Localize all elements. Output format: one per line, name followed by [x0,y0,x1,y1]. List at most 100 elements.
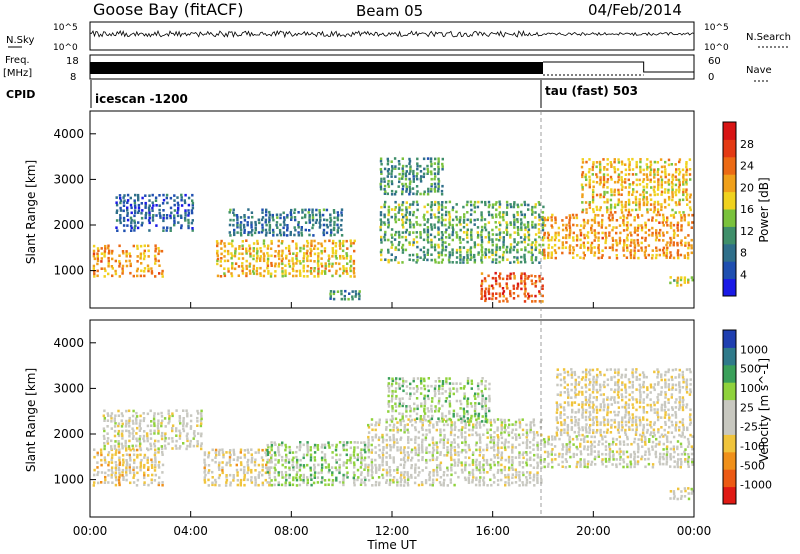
power-cell [625,236,629,239]
power-cell [416,258,419,262]
velocity-cell [330,466,334,469]
velocity-cell [466,405,469,408]
velocity-cell [536,473,539,477]
velocity-cell [342,483,345,487]
velocity-cell [438,481,442,484]
power-cell [631,157,634,161]
velocity-cell [375,466,378,470]
power-cell [484,253,488,256]
power-cell [488,203,491,207]
power-cell [627,173,631,176]
power-cell [134,206,137,209]
power-cell [606,198,609,201]
power-cell [520,203,523,207]
velocity-cell [401,412,404,416]
velocity-cell [377,423,381,427]
power-cell [538,243,541,247]
power-cell [538,203,541,206]
velocity-cell [594,455,597,459]
velocity-cell [145,432,149,435]
power-cell [416,172,419,175]
velocity-cell [257,463,261,467]
power-cell [429,233,433,237]
velocity-cell [306,476,309,479]
velocity-cell [298,468,302,472]
velocity-cell [125,468,128,472]
velocity-cell [114,473,117,477]
power-cell [527,203,530,207]
power-cell [649,208,652,211]
power-cell [476,205,480,209]
power-cell [667,188,670,192]
power-cell [671,185,674,189]
power-cell [488,284,491,288]
power-cell [335,257,338,260]
power-cell [316,261,320,265]
velocity-cell [518,476,521,479]
velocity-cell [489,433,492,437]
velocity-cell [438,387,441,390]
velocity-cell [385,471,389,474]
velocity-cell [496,426,499,429]
velocity-cell [666,440,669,443]
power-cell [526,221,530,224]
velocity-cell [471,461,475,464]
power-cell [582,256,585,260]
velocity-cell [125,422,128,426]
power-cell [604,238,608,242]
power-cell [627,190,631,194]
velocity-cell [441,412,444,415]
power-cell [229,218,232,222]
velocity-cell [571,437,575,441]
velocity-cell [103,441,106,445]
velocity-cell [435,421,439,424]
velocity-cell [163,439,167,443]
velocity-cell [423,387,427,391]
power-cell [568,233,571,237]
velocity-cell [687,462,690,466]
velocity-cell [266,468,269,472]
power-cell [564,236,568,240]
power-cell [157,252,160,256]
velocity-cell [103,409,106,413]
power-cell [281,249,284,253]
velocity-cell [448,412,451,415]
velocity-cell [146,456,149,460]
power-cell [501,258,505,262]
power-cell [541,251,545,254]
velocity-cell [385,473,389,477]
power-cell [331,262,334,266]
velocity-cell [446,466,449,470]
power-cell [520,274,523,278]
power-cell [380,258,383,262]
power-cell [642,203,646,207]
velocity-cell [414,420,417,424]
power-cell [581,193,584,196]
power-cell [248,244,251,247]
velocity-cell [228,456,232,459]
power-cell [603,168,606,171]
velocity-cell [360,471,363,474]
power-cell [184,214,187,217]
power-cell [401,203,404,207]
power-cell [303,215,307,219]
power-cell [173,216,176,220]
power-cell [398,162,401,166]
velocity-cell [266,461,269,464]
power-cell [415,235,418,239]
velocity-cell [132,409,135,413]
power-cell [534,216,537,219]
power-cell [543,231,546,235]
power-cell [660,165,664,169]
velocity-cell [679,458,683,461]
power-cell [469,246,473,249]
velocity-cell [211,476,214,479]
power-cell [587,248,590,252]
velocity-cell [687,455,690,459]
velocity-cell [493,431,496,434]
power-cell [303,252,306,255]
power-cell [660,203,663,206]
power-cell [469,213,473,216]
power-cell [300,228,303,232]
power-cell [444,218,447,222]
